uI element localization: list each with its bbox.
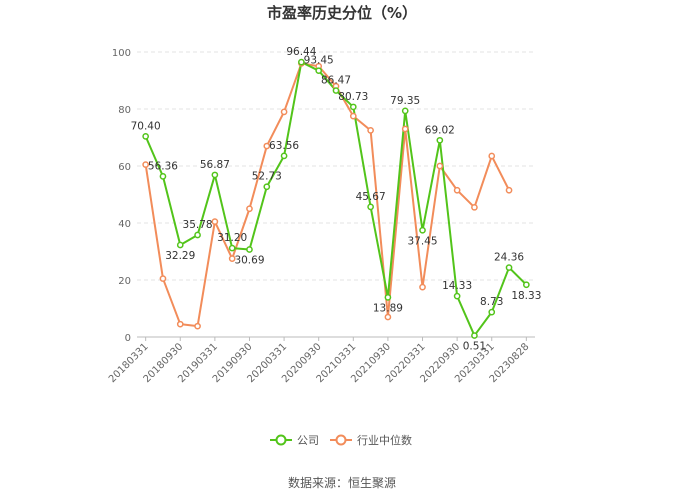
company-point[interactable] [142,133,149,140]
y-tick-label: 80 [118,105,131,116]
industry-median-point[interactable] [142,161,149,168]
series-lines [144,61,528,337]
company-point[interactable] [315,67,323,75]
company-data-label: 56.87 [200,159,230,171]
industry-median-point[interactable] [263,142,271,150]
company-point[interactable] [505,264,513,271]
chart-title: 市盈率历史分位（%） [267,4,417,22]
company-data-label: 63.56 [269,140,299,152]
company-point[interactable] [176,241,184,249]
company-point[interactable] [419,226,426,234]
company-point[interactable] [159,173,167,180]
company-point[interactable] [488,308,496,316]
y-tick-label: 100 [112,48,131,59]
company-data-label: 32.29 [165,250,195,262]
industry-median-line [144,62,510,328]
company-data-label: 14.33 [442,280,472,292]
company-point[interactable] [436,136,444,144]
industry-median-point[interactable] [349,112,357,120]
company-point[interactable] [401,107,409,115]
y-tick-label: 60 [118,162,131,173]
company-point[interactable] [367,203,374,211]
data-source: 数据来源：恒生聚源 [288,475,396,490]
company-data-label: 70.40 [131,120,161,132]
grid [137,51,535,338]
company-data-label: 86.47 [321,75,351,87]
company-point[interactable] [263,183,271,191]
company-data-label: 18.33 [511,290,541,302]
company-data-label: 56.36 [148,160,178,172]
industry-median-point[interactable] [159,275,167,282]
industry-median-point[interactable] [401,125,409,133]
company-data-label: 24.36 [494,252,524,264]
y-tick-label: 0 [125,333,131,344]
company-point[interactable] [349,103,357,111]
legend-label-industry: 行业中位数 [357,433,412,447]
industry-median-point[interactable] [367,127,374,134]
industry-median-point[interactable] [436,162,444,170]
industry-median-point[interactable] [194,322,201,330]
industry-median-point[interactable] [211,218,219,225]
company-data-label: 37.45 [407,235,437,247]
legend-item-industry[interactable]: 行业中位数 [330,433,412,447]
company-point[interactable] [228,244,236,252]
company-data-label: 52.73 [252,171,282,183]
company-data-label: 96.44 [286,46,316,58]
industry-median-point[interactable] [228,255,236,262]
company-data-label: 35.78 [183,219,213,231]
industry-median-point[interactable] [384,313,392,321]
industry-median-point[interactable] [505,186,513,194]
company-data-label: 13.89 [373,302,403,314]
company-data-label: 30.69 [234,255,264,267]
company-data-label: 93.45 [304,55,334,67]
industry-median-point[interactable] [488,152,496,160]
data-labels: 70.40 56.36 32.29 35.78 56.87 31.20 30.69 52.73… [131,46,542,352]
company-point[interactable] [194,231,201,239]
company-data-label: 0.51 [463,341,486,353]
company-data-label: 8.73 [480,296,503,308]
industry-median-point[interactable] [176,320,184,328]
industry-median-point[interactable] [280,108,288,116]
company-point[interactable] [453,292,461,300]
industry-median-point[interactable] [246,205,253,213]
company-point[interactable] [332,87,340,94]
industry-median-point[interactable] [453,186,461,194]
company-point[interactable] [298,58,305,66]
company-data-label: 69.02 [425,124,455,136]
legend: 公司 行业中位数 [270,433,412,447]
company-point[interactable] [211,171,219,179]
series-points [142,58,530,339]
industry-median-point[interactable] [419,283,426,291]
company-point[interactable] [384,294,392,301]
company-data-label: 45.67 [356,191,386,203]
legend-label-company: 公司 [297,434,319,447]
company-point[interactable] [471,332,478,339]
company-point[interactable] [523,281,530,289]
y-tick-label: 40 [118,219,131,230]
company-data-label: 80.73 [338,91,368,103]
company-point[interactable] [280,152,288,160]
company-data-label: 31.20 [217,232,247,244]
legend-item-company[interactable]: 公司 [270,434,319,447]
company-point[interactable] [246,246,253,253]
y-axis: 0 20 40 60 80 100 [112,48,131,344]
company-data-label: 79.35 [390,95,420,107]
y-tick-label: 20 [118,276,131,287]
industry-median-point[interactable] [471,203,478,211]
